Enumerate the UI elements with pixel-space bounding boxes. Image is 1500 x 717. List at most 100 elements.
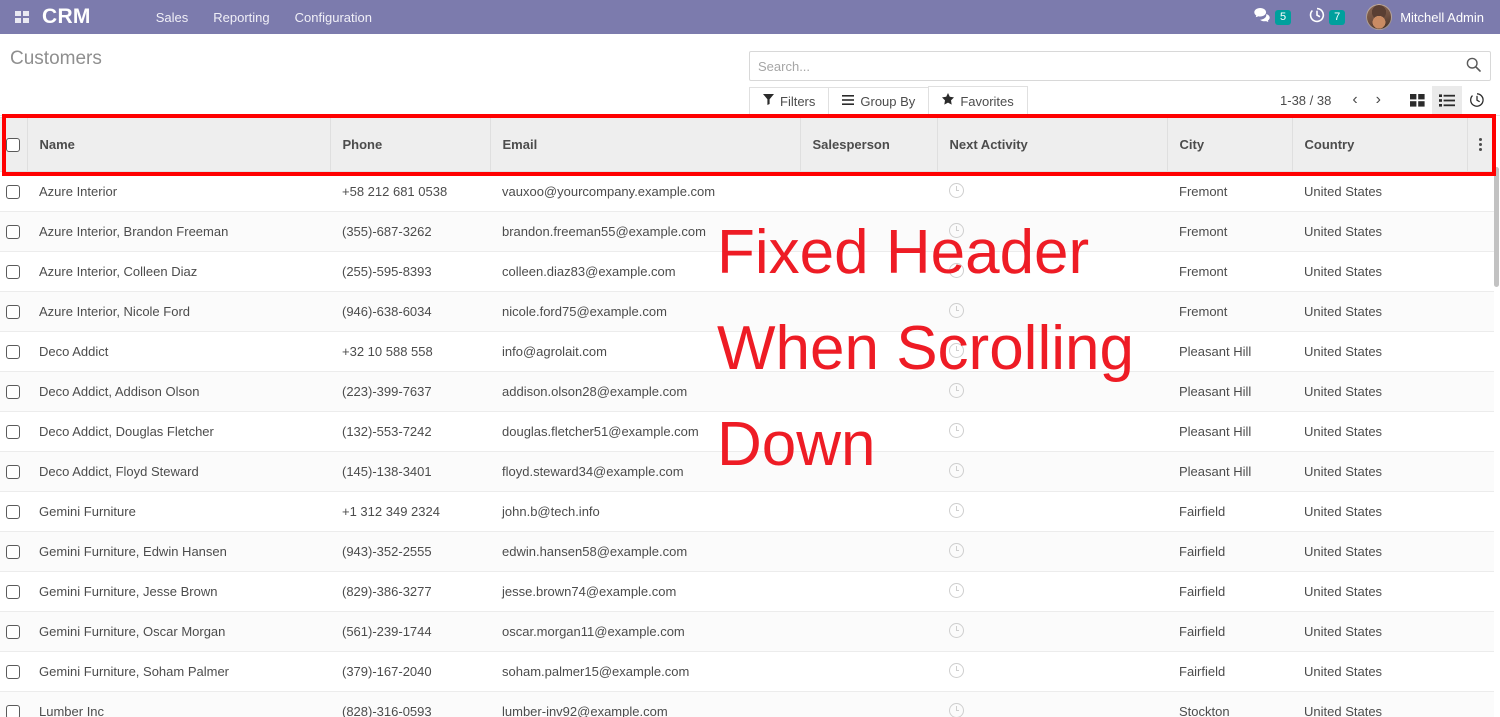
row-options-cell	[1467, 451, 1494, 492]
select-all-checkbox[interactable]	[6, 137, 20, 152]
row-checkbox[interactable]	[6, 464, 20, 479]
clock-icon[interactable]	[949, 342, 964, 358]
clock-icon[interactable]	[949, 422, 964, 438]
chevron-left-icon[interactable]: ‹	[1352, 91, 1358, 108]
row-select-cell	[0, 291, 27, 332]
column-options-header[interactable]	[1467, 117, 1495, 172]
menu-item-reporting[interactable]: Reporting	[213, 9, 270, 25]
activity-clock-icon[interactable]	[1462, 86, 1492, 114]
app-brand-title[interactable]: CRM	[42, 5, 91, 28]
row-checkbox[interactable]	[6, 624, 20, 639]
row-checkbox[interactable]	[6, 584, 20, 599]
clock-icon[interactable]	[949, 662, 964, 678]
top-navbar: CRM Sales Reporting Configuration 5 7	[0, 0, 1500, 34]
column-header-phone[interactable]: Phone	[330, 117, 491, 172]
column-header-email[interactable]: Email	[490, 117, 801, 172]
apps-grid-icon[interactable]	[7, 11, 37, 23]
filters-button[interactable]: Filters	[749, 86, 829, 117]
table-row[interactable]: Deco Addict, Addison Olson (223)-399-7637…	[0, 371, 1494, 412]
clock-icon[interactable]	[949, 302, 964, 318]
row-select-cell	[0, 651, 27, 692]
list-scrollbar[interactable]	[1494, 117, 1500, 717]
row-checkbox[interactable]	[6, 264, 20, 279]
activities-menu[interactable]: 7	[1300, 0, 1354, 34]
cell-country: United States	[1292, 291, 1467, 332]
chevron-right-icon[interactable]: ›	[1375, 91, 1381, 108]
table-row[interactable]: Deco Addict, Douglas Fletcher (132)-553-7…	[0, 411, 1494, 452]
search-bar[interactable]	[749, 51, 1491, 81]
table-row[interactable]: Gemini Furniture, Soham Palmer (379)-167-…	[0, 651, 1494, 692]
table-row[interactable]: Gemini Furniture, Oscar Morgan (561)-239-…	[0, 611, 1494, 652]
scrollbar-thumb[interactable]	[1494, 167, 1499, 287]
table-row[interactable]: Azure Interior +58 212 681 0538 vauxoo@you…	[0, 171, 1494, 212]
clock-icon[interactable]	[949, 182, 964, 198]
cell-salesperson	[800, 411, 937, 452]
table-row[interactable]: Azure Interior, Nicole Ford (946)-638-603…	[0, 291, 1494, 332]
list-icon[interactable]	[1432, 86, 1462, 114]
search-input[interactable]	[750, 53, 1466, 79]
table-row[interactable]: Deco Addict, Floyd Steward (145)-138-3401…	[0, 451, 1494, 492]
cell-email: douglas.fletcher51@example.com	[490, 411, 800, 452]
column-header-country[interactable]: Country	[1292, 117, 1468, 172]
kanban-grid-icon[interactable]	[1402, 86, 1432, 114]
clock-icon[interactable]	[949, 462, 964, 478]
row-select-cell	[0, 691, 27, 717]
menu-item-sales[interactable]: Sales	[155, 9, 189, 25]
breadcrumb[interactable]: Customers	[10, 48, 102, 69]
main-menu: Sales Reporting Configuration	[145, 2, 383, 33]
cell-salesperson	[800, 451, 937, 492]
column-header-salesperson[interactable]: Salesperson	[800, 117, 938, 172]
cell-next-activity	[937, 571, 1167, 612]
table-row[interactable]: Azure Interior, Colleen Diaz (255)-595-83…	[0, 251, 1494, 292]
groupby-button[interactable]: Group By	[828, 86, 929, 117]
clock-icon[interactable]	[949, 542, 964, 558]
select-all-header	[0, 117, 28, 172]
messages-menu[interactable]: 5	[1245, 0, 1300, 34]
cell-next-activity	[937, 491, 1167, 532]
menu-item-configuration[interactable]: Configuration	[294, 9, 372, 25]
clock-icon[interactable]	[949, 222, 964, 238]
cell-country: United States	[1292, 491, 1467, 532]
row-checkbox[interactable]	[6, 224, 20, 239]
row-checkbox[interactable]	[6, 544, 20, 559]
row-checkbox[interactable]	[6, 424, 20, 439]
cell-country: United States	[1292, 171, 1467, 212]
cell-name: Azure Interior	[27, 171, 330, 212]
row-checkbox[interactable]	[6, 344, 20, 359]
column-header-name[interactable]: Name	[27, 117, 331, 172]
cell-next-activity	[937, 651, 1167, 692]
clock-icon[interactable]	[949, 702, 964, 717]
cell-phone: (223)-399-7637	[330, 371, 490, 412]
column-header-city[interactable]: City	[1167, 117, 1293, 172]
row-checkbox[interactable]	[6, 664, 20, 679]
row-checkbox[interactable]	[6, 504, 20, 519]
table-row[interactable]: Lumber Inc (828)-316-0593 lumber-inv92@exa…	[0, 691, 1494, 717]
clock-icon[interactable]	[949, 622, 964, 638]
row-checkbox[interactable]	[6, 304, 20, 319]
clock-icon[interactable]	[949, 262, 964, 278]
user-menu[interactable]: Mitchell Admin	[1354, 0, 1490, 34]
cell-city: Stockton	[1167, 691, 1292, 717]
table-row[interactable]: Gemini Furniture +1 312 349 2324 john.b@te…	[0, 491, 1494, 532]
cell-name: Gemini Furniture, Oscar Morgan	[27, 611, 330, 652]
search-icon[interactable]	[1466, 57, 1490, 76]
cell-phone: (828)-316-0593	[330, 691, 490, 717]
row-options-cell	[1467, 171, 1494, 212]
favorites-button[interactable]: Favorites	[928, 86, 1028, 117]
vertical-dots-icon[interactable]	[1468, 138, 1495, 151]
row-checkbox[interactable]	[6, 704, 20, 717]
row-checkbox[interactable]	[6, 184, 20, 199]
cell-salesperson	[800, 291, 937, 332]
column-header-next-activity[interactable]: Next Activity	[937, 117, 1168, 172]
table-row[interactable]: Gemini Furniture, Edwin Hansen (943)-352-…	[0, 531, 1494, 572]
list-view[interactable]: Name Phone Email Salesperson Next Activi…	[0, 117, 1500, 717]
clock-icon[interactable]	[949, 382, 964, 398]
table-row[interactable]: Azure Interior, Brandon Freeman (355)-687…	[0, 211, 1494, 252]
navbar-systray: 5 7 Mitchell Admin	[1245, 0, 1500, 34]
table-row[interactable]: Deco Addict +32 10 588 558 info@agrolait.c…	[0, 331, 1494, 372]
clock-icon[interactable]	[949, 582, 964, 598]
row-options-cell	[1467, 211, 1494, 252]
clock-icon[interactable]	[949, 502, 964, 518]
table-row[interactable]: Gemini Furniture, Jesse Brown (829)-386-3…	[0, 571, 1494, 612]
row-checkbox[interactable]	[6, 384, 20, 399]
